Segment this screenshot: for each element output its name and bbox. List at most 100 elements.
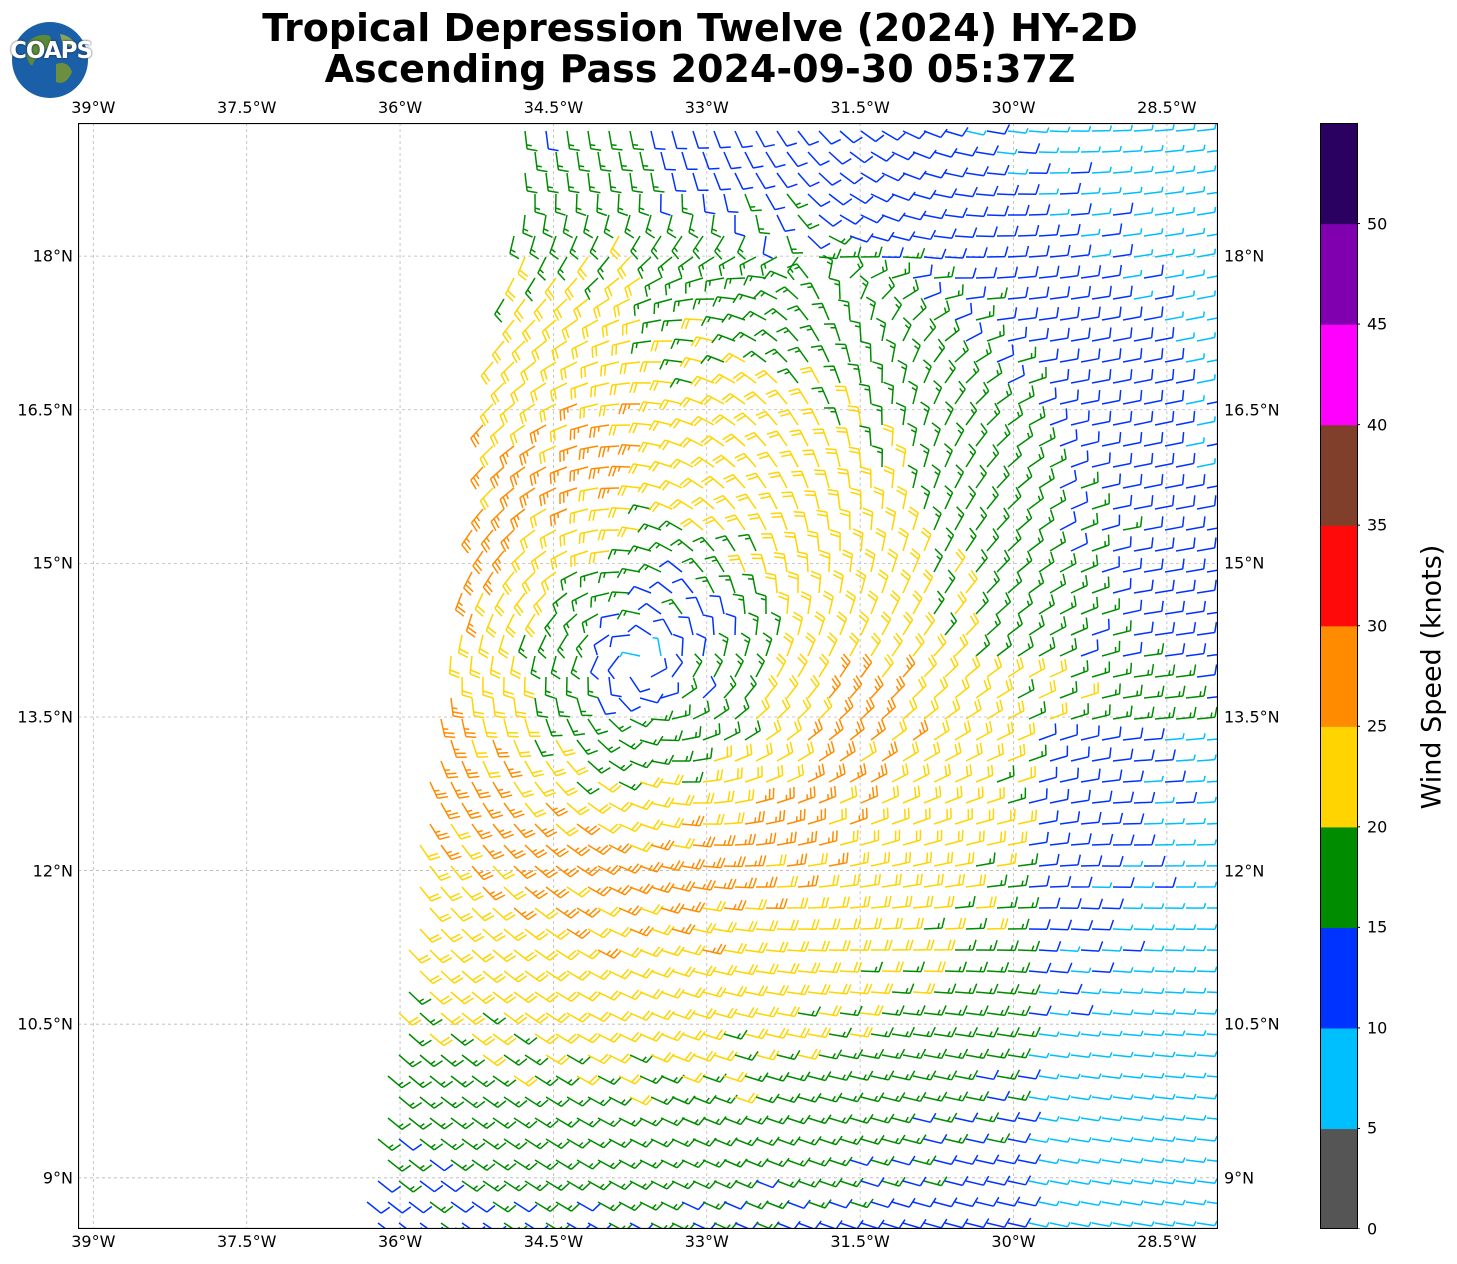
wind-barb <box>923 1218 948 1229</box>
wind-barb <box>1049 1094 1071 1101</box>
wind-barb <box>800 591 812 615</box>
wind-barb <box>849 718 865 741</box>
wind-barb <box>818 874 840 888</box>
wind-barb <box>944 485 954 510</box>
wind-barb <box>818 1005 842 1017</box>
wind-barb <box>503 844 526 859</box>
wind-barb <box>534 1033 559 1045</box>
wind-barb <box>923 917 946 930</box>
wind-barb <box>986 1175 1011 1186</box>
wind-barb <box>907 422 918 447</box>
wind-barb <box>1122 599 1143 615</box>
wind-barb <box>545 718 563 737</box>
wind-barb <box>576 907 601 918</box>
wind-barb <box>607 655 620 680</box>
wind-barb <box>524 172 538 194</box>
wind-barb <box>618 821 643 833</box>
wind-barb <box>839 246 862 258</box>
wind-barb <box>639 1159 664 1169</box>
wind-barb <box>704 277 725 292</box>
wind-barb <box>732 371 757 384</box>
wind-barb <box>777 409 799 426</box>
wind-barb <box>776 1006 801 1018</box>
wind-barb <box>658 439 683 451</box>
wind-barb <box>660 945 685 957</box>
wind-barb <box>1028 1052 1050 1059</box>
wind-barb <box>933 188 958 199</box>
wind-barb <box>806 530 820 552</box>
wind-barb <box>1143 1115 1165 1121</box>
wind-barb <box>566 1180 591 1191</box>
wind-barb <box>531 340 547 363</box>
wind-barb <box>450 949 474 963</box>
wind-barb <box>923 318 937 342</box>
wind-barb <box>637 602 662 615</box>
wind-barb <box>485 613 497 638</box>
wind-barb <box>617 526 641 538</box>
wind-barb <box>765 854 787 867</box>
colorbar-tick-label: 40 <box>1367 415 1388 435</box>
wind-barb <box>1143 145 1164 153</box>
wind-barb <box>660 1074 685 1084</box>
wind-barb <box>1049 1179 1071 1186</box>
wind-barb <box>471 865 494 881</box>
wind-barb <box>523 676 535 700</box>
wind-barb <box>1206 527 1218 531</box>
lat-tick-label-left: 12°N <box>32 861 73 881</box>
wind-barb <box>870 1027 894 1038</box>
wind-barb <box>1080 1073 1102 1080</box>
wind-barb <box>597 823 622 834</box>
wind-barb <box>1017 1069 1041 1080</box>
colorbar-tick-label: 35 <box>1367 515 1388 535</box>
wind-barb <box>566 802 590 816</box>
wind-barb <box>669 538 694 552</box>
wind-barb <box>587 927 612 939</box>
wind-barb <box>902 170 927 181</box>
wind-barb <box>470 424 484 448</box>
wind-barb <box>478 634 490 659</box>
wind-barb <box>597 1032 622 1043</box>
wind-barb <box>891 1026 915 1038</box>
wind-barb <box>807 1027 832 1039</box>
wind-barb <box>690 415 715 427</box>
wind-barb <box>1206 359 1218 363</box>
wind-barb <box>1206 233 1218 237</box>
wind-barb <box>1017 940 1041 952</box>
wind-barb <box>419 970 443 985</box>
wind-barb <box>902 1048 927 1060</box>
wind-barb <box>524 928 549 941</box>
wind-barb <box>839 1049 864 1060</box>
wind-barb <box>624 277 641 299</box>
wind-barb <box>1164 311 1184 321</box>
wind-barb <box>944 1133 969 1144</box>
wind-barb <box>1164 643 1186 657</box>
wind-barb <box>723 1158 748 1168</box>
wind-barb <box>1206 1117 1218 1120</box>
wind-barb <box>471 907 495 922</box>
wind-barb <box>1070 1179 1092 1185</box>
wind-barb <box>608 968 633 980</box>
wind-barb <box>889 590 901 615</box>
wind-barb <box>549 466 568 484</box>
wind-barb <box>482 718 498 738</box>
wind-barb <box>713 1050 738 1062</box>
wind-barb <box>1112 877 1135 889</box>
wind-barb <box>1080 1157 1102 1164</box>
wind-barb <box>502 676 514 699</box>
wind-barb <box>715 535 736 552</box>
wind-barb <box>1196 1178 1218 1185</box>
wind-barb <box>745 472 767 489</box>
wind-barb <box>529 424 547 445</box>
wind-barb <box>1070 919 1094 931</box>
wind-barb <box>471 1117 496 1130</box>
wind-barb <box>912 1155 937 1166</box>
wind-barb <box>1038 897 1061 909</box>
wind-barb <box>629 382 652 394</box>
wind-barb <box>710 214 722 238</box>
wind-barb <box>524 277 536 302</box>
wind-barb <box>659 193 671 216</box>
wind-barb <box>587 1096 612 1107</box>
wind-barb <box>471 949 495 963</box>
wind-barb <box>799 366 820 384</box>
wind-barb <box>849 939 872 951</box>
